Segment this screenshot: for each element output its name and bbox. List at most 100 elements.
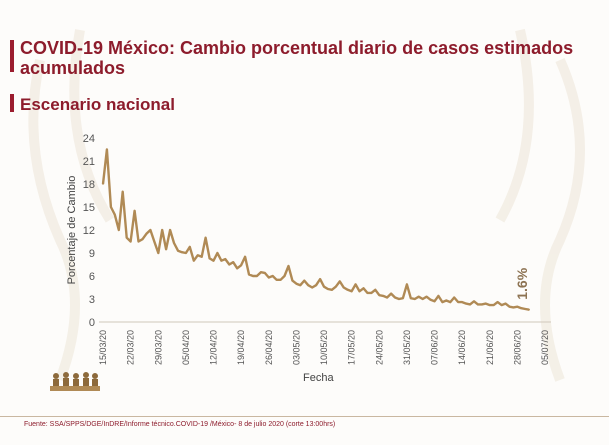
data-point xyxy=(327,288,329,290)
x-tick-label: 07/06/20 xyxy=(430,330,440,365)
data-point xyxy=(157,252,160,254)
y-tick-label: 15 xyxy=(83,202,95,214)
data-point xyxy=(137,240,140,243)
data-point xyxy=(358,290,361,293)
data-point xyxy=(161,229,163,231)
data-point xyxy=(106,148,108,151)
subtitle-accent-bar xyxy=(10,94,14,112)
x-tick-label: 31/05/20 xyxy=(402,330,412,365)
data-point xyxy=(244,255,246,258)
data-point xyxy=(228,263,231,266)
x-tick-label: 10/05/20 xyxy=(319,330,329,365)
data-point xyxy=(283,275,286,277)
data-point xyxy=(492,304,495,306)
data-point xyxy=(410,297,412,300)
data-point xyxy=(319,278,321,280)
data-point xyxy=(216,252,219,254)
data-point xyxy=(303,279,306,282)
data-point xyxy=(473,300,475,303)
data-point xyxy=(398,298,400,300)
data-point xyxy=(268,276,270,279)
logo-seal xyxy=(50,370,100,397)
data-point xyxy=(299,284,302,287)
data-point xyxy=(189,246,191,248)
data-point xyxy=(386,296,388,299)
data-point xyxy=(193,259,195,262)
data-point xyxy=(279,279,282,281)
data-point xyxy=(512,306,515,309)
data-point xyxy=(295,282,298,285)
data-point xyxy=(504,302,507,305)
data-point xyxy=(177,249,179,252)
data-point xyxy=(311,286,314,289)
data-point xyxy=(453,296,456,299)
data-point xyxy=(118,229,120,231)
x-tick-label: 29/03/20 xyxy=(153,330,163,365)
data-point xyxy=(496,301,499,303)
y-tick-label: 12 xyxy=(83,225,95,237)
data-point xyxy=(200,255,203,258)
y-tick-label: 18 xyxy=(83,179,95,191)
last-value-annotation: 1.6% xyxy=(514,267,530,299)
data-point xyxy=(181,251,183,253)
data-point xyxy=(185,252,187,254)
data-point xyxy=(331,289,333,291)
data-point xyxy=(414,298,416,300)
data-point xyxy=(362,287,365,290)
data-point xyxy=(437,295,440,297)
data-point xyxy=(315,284,317,287)
y-tick-label: 0 xyxy=(89,317,95,329)
data-point xyxy=(366,292,369,294)
x-tick-label: 14/06/20 xyxy=(457,330,467,365)
data-point xyxy=(350,290,353,293)
x-tick-label: 28/06/20 xyxy=(512,330,522,365)
data-point xyxy=(153,240,156,243)
data-point xyxy=(129,240,132,243)
data-point xyxy=(520,307,523,310)
y-tick-label: 3 xyxy=(89,294,95,306)
data-point xyxy=(477,303,479,306)
data-point xyxy=(394,296,396,299)
x-tick-label: 05/04/20 xyxy=(181,330,191,365)
data-point xyxy=(323,285,325,288)
data-point xyxy=(339,280,341,283)
data-point xyxy=(378,294,381,297)
data-point xyxy=(141,238,144,240)
y-tick-label: 21 xyxy=(83,156,95,168)
x-tick-label: 24/05/20 xyxy=(374,330,384,365)
data-point xyxy=(354,283,357,286)
footer-source: Fuente: SSA/SPPS/DGE/InDRE/Informe técni… xyxy=(24,421,336,428)
data-point xyxy=(208,257,211,260)
x-tick-label: 15/03/20 xyxy=(98,330,108,365)
data-point xyxy=(114,213,116,216)
data-point xyxy=(465,302,467,305)
data-point xyxy=(102,183,104,185)
data-point xyxy=(390,292,392,295)
data-point xyxy=(485,302,487,305)
data-point xyxy=(256,275,258,277)
data-point xyxy=(260,271,262,274)
data-point xyxy=(145,233,148,235)
data-point xyxy=(149,229,152,231)
x-tick-label: 22/03/20 xyxy=(126,330,136,365)
data-point xyxy=(121,190,124,193)
data-point xyxy=(524,308,527,310)
data-point xyxy=(125,236,128,239)
data-point xyxy=(433,300,436,303)
data-point xyxy=(481,303,483,306)
data-point xyxy=(429,299,432,301)
data-point xyxy=(248,273,250,276)
data-point xyxy=(346,289,349,291)
data-point xyxy=(240,264,242,267)
data-point xyxy=(445,299,448,302)
data-point xyxy=(271,275,274,277)
data-point xyxy=(169,229,171,231)
data-point xyxy=(307,284,310,287)
data-point xyxy=(165,248,167,250)
y-tick-label: 9 xyxy=(89,248,95,260)
data-point xyxy=(457,301,460,303)
data-point xyxy=(232,261,234,264)
data-point xyxy=(204,236,207,239)
title-accent-bar xyxy=(10,40,14,72)
